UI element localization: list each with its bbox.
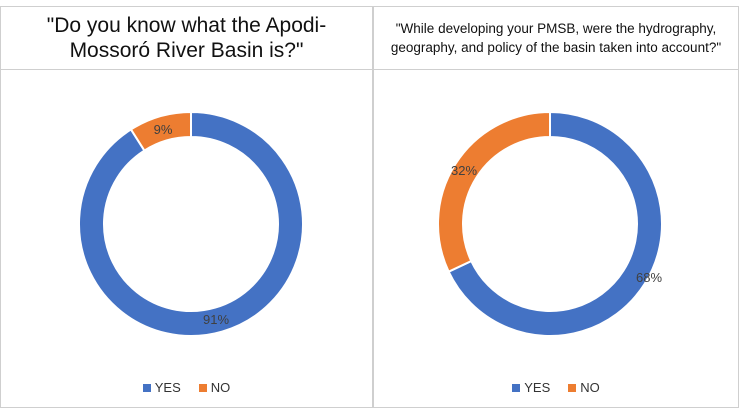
donut-slice-no xyxy=(129,110,192,152)
donut-slice-no xyxy=(437,110,551,274)
chart-title-left: "Do you know what the Apodi-Mossoró Rive… xyxy=(1,7,372,70)
data-label-yes: 68% xyxy=(636,270,662,285)
legend-right: YES NO xyxy=(374,380,738,395)
legend-item-yes: YES xyxy=(142,380,181,395)
legend-item-no: NO xyxy=(198,380,231,395)
legend-label-no: NO xyxy=(210,380,231,395)
data-label-no: 32% xyxy=(451,163,477,178)
donut-chart-left: 91% 9% xyxy=(78,110,304,337)
legend-swatch-yes xyxy=(512,383,521,392)
chart-title-right: "While developing your PMSB, were the hy… xyxy=(374,7,738,70)
donut-slice-yes xyxy=(447,110,663,337)
legend-swatch-no xyxy=(568,383,577,392)
chart-panel-right: "While developing your PMSB, were the hy… xyxy=(373,6,739,408)
legend-swatch-yes xyxy=(142,383,151,392)
donut-chart-right: 68% 32% xyxy=(437,110,663,337)
legend-label-yes: YES xyxy=(154,380,181,395)
donut-slice-yes xyxy=(78,110,304,337)
legend-label-no: NO xyxy=(580,380,600,395)
legend-swatch-no xyxy=(198,383,207,392)
legend-item-no: NO xyxy=(568,380,600,395)
legend-left: YES NO xyxy=(1,380,372,395)
legend-label-yes: YES xyxy=(524,380,551,395)
data-label-yes: 91% xyxy=(203,312,229,327)
chart-panel-left: "Do you know what the Apodi-Mossoró Rive… xyxy=(0,6,373,408)
legend-item-yes: YES xyxy=(512,380,550,395)
data-label-no: 9% xyxy=(154,122,173,137)
